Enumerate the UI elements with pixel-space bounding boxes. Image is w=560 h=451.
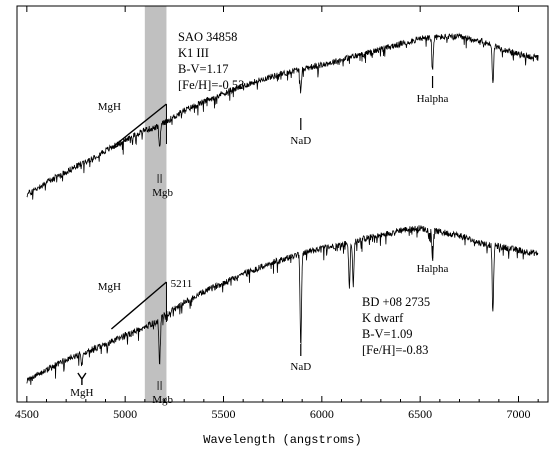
series-layer: [26, 32, 539, 385]
plot-frame: [16, 5, 549, 403]
series-info-line: [Fe/H]=-0.53: [178, 78, 244, 92]
line-annotation: MgH: [98, 281, 121, 293]
series-info-line: BD +08 2735: [362, 295, 430, 309]
series-info-line: B-V=1.17: [178, 62, 228, 76]
x-tick-label: 6500: [408, 407, 432, 421]
series-info-line: K1 III: [178, 46, 209, 60]
line-annotation: NaD: [290, 135, 311, 147]
line-annotation: Mgb: [152, 394, 173, 406]
line-annotation: Halpha: [417, 93, 449, 105]
series-info-line: B-V=1.09: [362, 327, 412, 341]
x-tick-label: 5000: [113, 407, 137, 421]
series-info-line: SAO 34858: [178, 30, 237, 44]
x-tick-label: 4500: [15, 407, 39, 421]
x-tick-label: 5500: [212, 407, 236, 421]
spectrum-line: [26, 225, 539, 385]
x-axis-ticks: 4500 5000 5500 6000 6500 7000: [15, 6, 539, 421]
x-tick-label: 6000: [310, 407, 334, 421]
annotations-layer: MgH Mgb NaD Halpha MgH 5211 MgH Mgb NaD Halpha: [70, 76, 449, 406]
line-annotation: 5211: [171, 278, 193, 290]
x-axis-label: Wavelength (angstroms): [203, 433, 361, 447]
mgh-y-marker: [77, 372, 87, 385]
mgh-bandhead-line: [110, 103, 167, 149]
line-annotation: Mgb: [152, 187, 173, 199]
line-annotation: NaD: [290, 361, 311, 373]
line-annotation: MgH: [70, 387, 93, 399]
spectrum-line: [26, 32, 539, 200]
series-info-line: [Fe/H]=-0.83: [362, 343, 428, 357]
line-annotation: MgH: [98, 101, 121, 113]
info-blocks-layer: SAO 34858 K1 III B-V=1.17 [Fe/H]=-0.53 BD +0…: [178, 30, 430, 357]
x-tick-label: 7000: [507, 407, 531, 421]
line-annotation: Halpha: [417, 263, 449, 275]
mg-band-highlight: [144, 6, 167, 402]
mgh-bandhead-line: [110, 281, 167, 330]
series-info-line: K dwarf: [362, 311, 404, 325]
